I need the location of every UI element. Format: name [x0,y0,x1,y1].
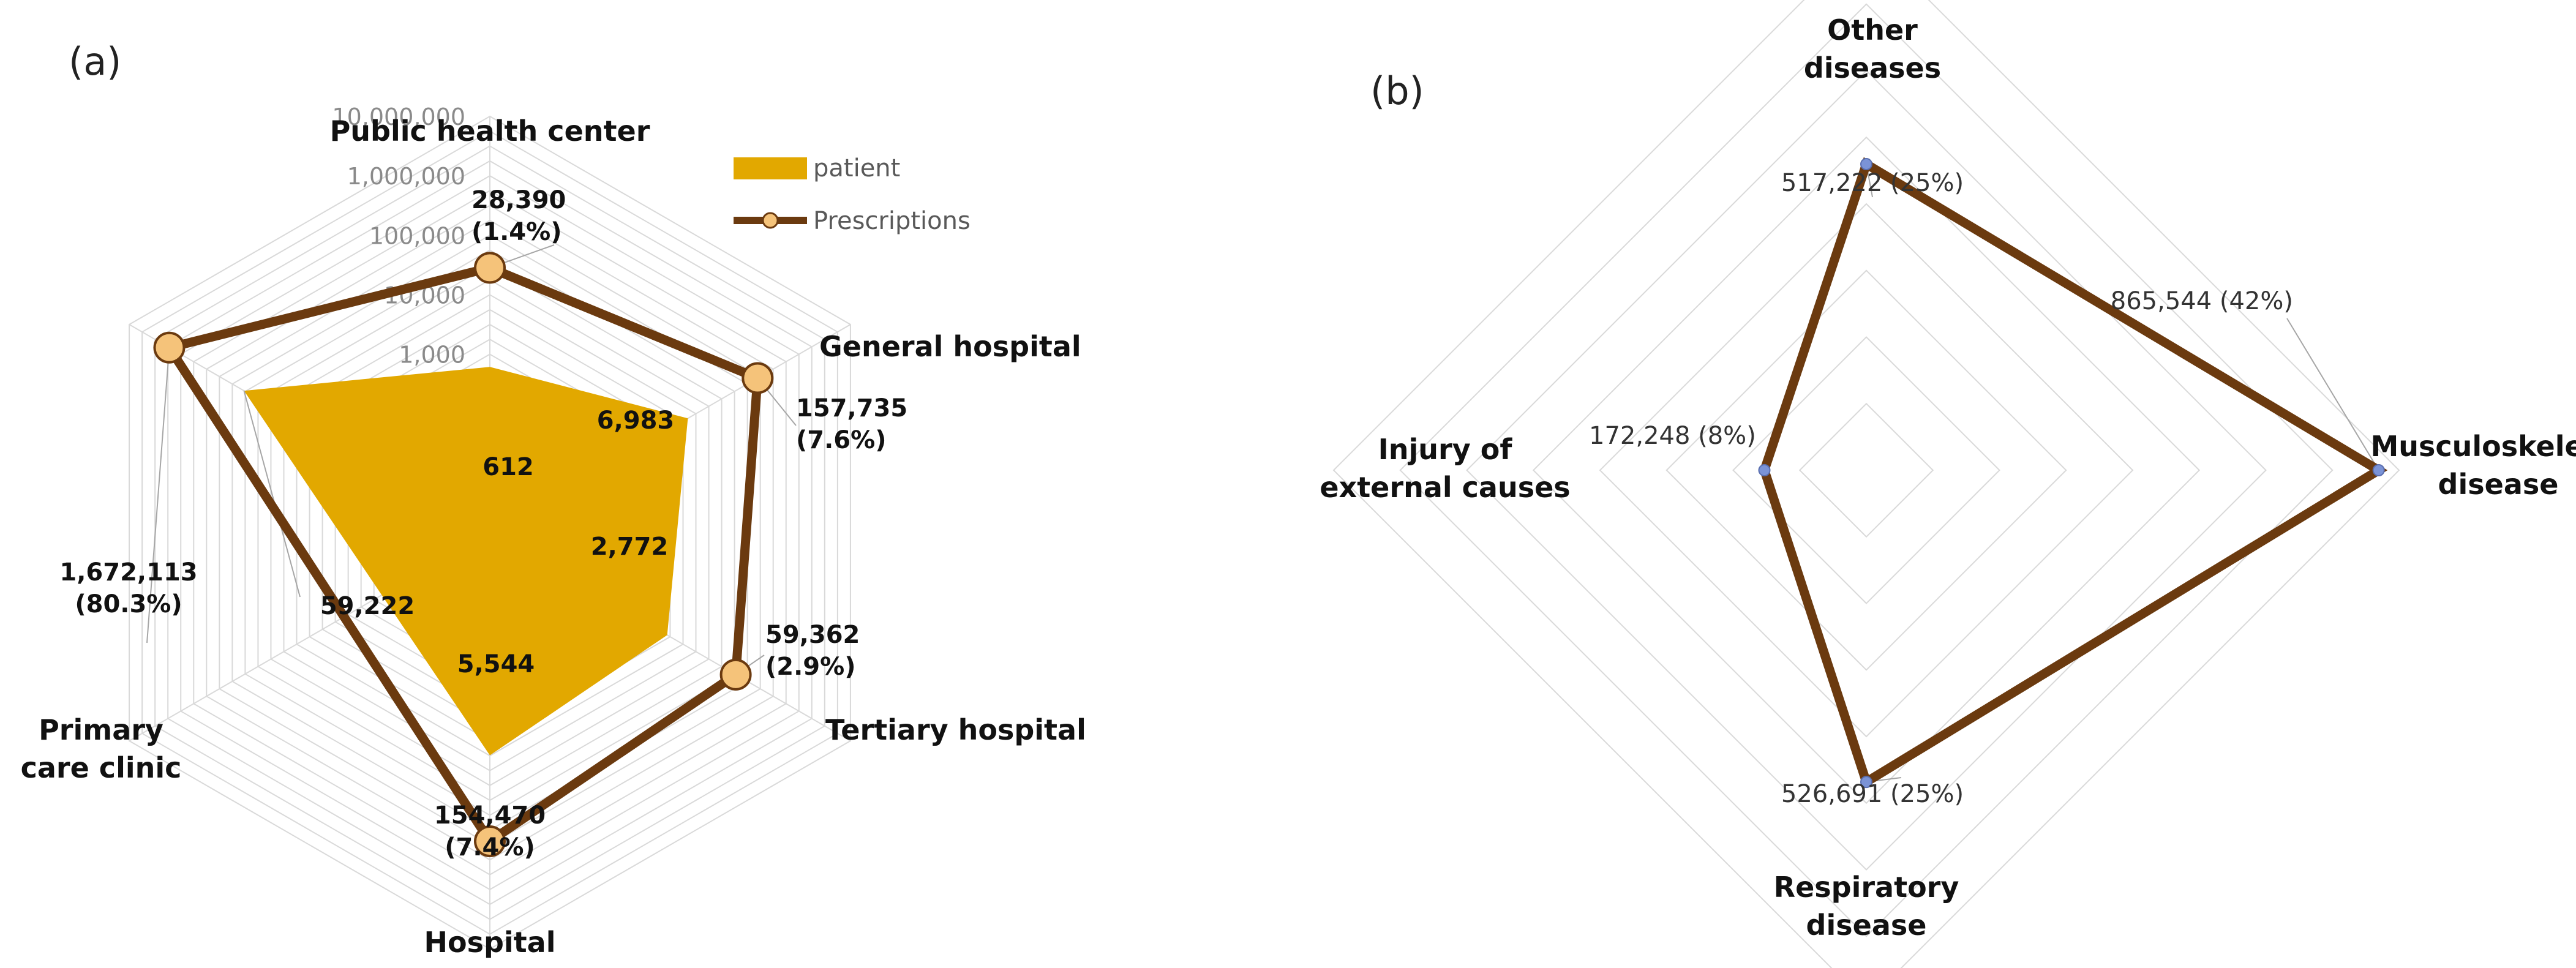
grid-ring [1665,269,2067,671]
legend-patient-label: patient [813,154,900,182]
legend-patient-swatch [734,157,807,179]
disease-marker [1758,464,1771,476]
category-label-other-diseases-2: diseases [1804,51,1941,84]
chart-b: (b) 517,222 (25%) 865,544 (42%) 526,691 (2… [1320,0,2576,968]
disease-marker [1860,776,1872,789]
category-label-respiratory-disease-1: Respiratory [1774,871,1959,904]
patient-value-labels: 612 6,983 2,772 5,544 59,222 [320,407,674,678]
tick-label: 10,000,000 [332,103,465,130]
disease-marker [1860,158,1872,171]
chart-a: (a) 1101001,00010,000100,0001,000,00010,… [21,39,1086,959]
category-label-injury-of-external-causes-2: external causes [1320,471,1570,504]
patient-value-label: 2,772 [591,533,669,561]
prescriptions-percent-label: (7.6%) [796,426,887,454]
category-label-musculoskeletal-disease-2: disease [2438,468,2559,501]
tick-label: 100,000 [369,222,465,249]
prescriptions-markers [153,252,774,858]
grid-ring [1466,70,2267,871]
prescriptions-line [164,263,762,846]
tick-label: 1,000 [399,342,465,369]
disease-marker [2372,464,2385,476]
disease-line [1759,157,2388,789]
chart-a-category-labels: Public health center General hospital Tert… [21,114,1086,959]
prescriptions-percent-label: (2.9%) [765,653,856,681]
prescriptions-value-labels: 28,390 (1.4%) 157,735 (7.6%) 59,362 (2.9%) 154… [59,186,907,861]
prescriptions-value-label: 28,390 [471,186,566,214]
disease-markers [1758,158,2385,789]
category-label-respiratory-disease-2: disease [1806,909,1927,942]
leader-line [243,390,301,598]
chart-b-grid [1332,0,2400,968]
prescriptions-value-label: 59,362 [765,621,860,649]
prescriptions-percent-label: (80.3%) [75,590,182,618]
category-label-primary-care-clinic-2: care clinic [21,751,182,784]
patient-value-label: 612 [483,453,534,481]
category-label-injury-of-external-causes-1: Injury of [1378,433,1513,466]
grid-ring [1798,402,1934,538]
category-label-public-health-center: Public health center [330,114,650,148]
disease-value-labels: 517,222 (25%) 865,544 (42%) 526,691 (25%) 1… [1589,169,2293,808]
category-label-other-diseases-1: Other [1827,13,1918,47]
prescriptions-marker [474,825,506,858]
grid-ring [1532,136,2201,805]
prescriptions-value-label: 1,672,113 [59,558,197,587]
panel-b-label: (b) [1370,69,1424,113]
disease-value-label: 517,222 (25%) [1781,169,1964,197]
chart-a-legend: patient Prescriptions [734,154,971,235]
leader-line [2286,318,2379,471]
patient-value-label: 5,544 [457,650,535,678]
prescriptions-value-label: 157,735 [796,394,907,422]
grid-ring [1599,203,2134,738]
grid-ring [1399,3,2334,937]
disease-value-label: 865,544 (42%) [2111,287,2293,315]
prescriptions-marker [153,331,186,364]
panel-a-label: (a) [69,39,121,84]
prescriptions-value-label: 154,470 [434,801,546,830]
disease-value-label: 526,691 (25%) [1781,780,1964,808]
grid-ring [1732,336,2000,604]
patient-area [244,367,688,756]
chart-b-leader-lines [1866,163,2379,783]
leader-line [146,347,170,643]
category-label-tertiary-hospital: Tertiary hospital [825,713,1086,746]
prescriptions-percent-label: (1.4%) [471,218,562,246]
legend-prescriptions-label: Prescriptions [813,207,971,235]
category-label-general-hospital: General hospital [819,330,1081,363]
category-label-primary-care-clinic-1: Primary [39,713,163,746]
patient-value-label: 59,222 [320,592,415,620]
prescriptions-marker [719,658,752,691]
patient-value-label: 6,983 [597,407,675,435]
category-label-musculoskeletal-disease-1: Musculoskeletal [2371,430,2576,463]
category-label-hospital: Hospital [424,926,556,959]
prescriptions-marker [474,252,506,284]
tick-label: 1,000,000 [347,163,465,190]
prescriptions-percent-label: (7.4%) [445,833,535,861]
disease-value-label: 172,248 (8%) [1589,422,1756,450]
legend-prescriptions-marker [762,212,779,229]
prescriptions-marker [742,362,774,394]
grid-ring [1332,0,2400,968]
chart-b-category-labels: Other diseases Musculoskeletal disease Respi… [1320,13,2576,942]
